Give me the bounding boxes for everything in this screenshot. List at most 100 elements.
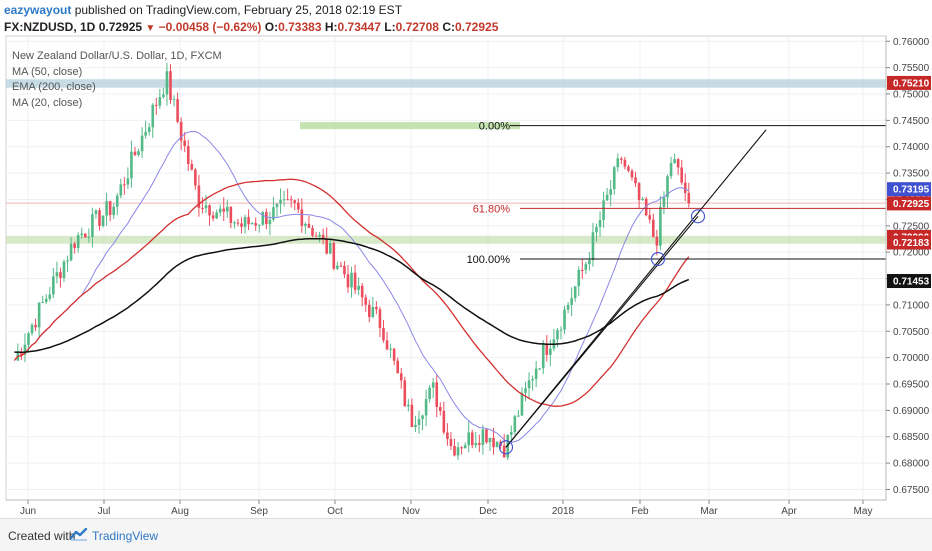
- candle-body: [211, 215, 215, 219]
- candle-body: [566, 304, 570, 310]
- candle-body: [673, 159, 676, 164]
- candle-body: [286, 199, 289, 201]
- candle-body: [385, 340, 389, 350]
- candle-body: [37, 302, 41, 328]
- candle-body: [27, 333, 30, 345]
- candle-body: [318, 234, 321, 237]
- close-value: 0.72925: [454, 20, 499, 34]
- candle-body: [488, 437, 492, 443]
- candle-body: [268, 219, 272, 225]
- candle-body: [133, 151, 137, 156]
- price-tag: [887, 196, 931, 211]
- candle-body: [655, 236, 659, 246]
- price-tag: [887, 182, 931, 197]
- candle-body: [485, 429, 488, 443]
- candle-body: [162, 94, 165, 98]
- candle-body: [275, 203, 279, 208]
- price-tag-label: 0.75210: [893, 78, 930, 89]
- candle-body: [602, 200, 605, 221]
- candle-body: [130, 151, 133, 179]
- candle-body: [595, 226, 598, 233]
- time-tick-label: Jun: [20, 506, 36, 517]
- legend-ma20[interactable]: MA (20, close): [12, 96, 83, 109]
- candle-body: [676, 159, 680, 168]
- candle-body: [307, 223, 311, 228]
- price-tick-label: 0.70000: [893, 353, 930, 364]
- candle-body: [140, 135, 144, 152]
- price-tick-label: 0.70500: [893, 327, 930, 338]
- price-tick-label: 0.67500: [893, 485, 930, 496]
- candle-body: [435, 382, 439, 408]
- candle-body: [545, 343, 549, 355]
- candle-body: [147, 127, 151, 132]
- candle-body: [197, 185, 201, 208]
- candle-body: [531, 379, 534, 381]
- candle-body: [378, 309, 382, 329]
- price-tick-label: 0.68500: [893, 432, 930, 443]
- candle-body: [417, 419, 421, 425]
- price-tag-label: 0.71453: [893, 277, 930, 288]
- candle-body: [470, 432, 474, 446]
- candle-body: [176, 99, 179, 122]
- low-label: L:: [384, 20, 396, 34]
- candle-body: [357, 285, 360, 290]
- price-tag-label: 0.73195: [893, 185, 930, 196]
- candle-body: [424, 399, 428, 416]
- candle-body: [343, 265, 346, 275]
- legend-title: New Zealand Dollar/U.S. Dollar, 1D, FXCM: [12, 50, 222, 62]
- candle-body: [570, 298, 573, 305]
- time-tick-label: Apr: [781, 506, 797, 517]
- candle-body: [194, 169, 197, 186]
- candle-body: [481, 429, 485, 445]
- candle-body: [382, 328, 385, 341]
- candle-body: [332, 242, 336, 269]
- candle-body: [506, 434, 510, 458]
- candle-body: [474, 442, 478, 446]
- candle-body: [407, 404, 410, 407]
- candle-body: [179, 121, 183, 141]
- candle-body: [151, 104, 155, 128]
- price-chart[interactable]: 0.00%61.80%100.00%0.760000.755000.750000…: [0, 0, 932, 518]
- candle-body: [154, 104, 158, 106]
- candle-body: [123, 184, 126, 186]
- candle-body: [325, 238, 328, 254]
- price-tag: [887, 274, 931, 289]
- candle-body: [410, 404, 414, 428]
- candle-body: [360, 285, 364, 298]
- candle-body: [605, 194, 609, 201]
- price-tick-label: 0.72000: [893, 248, 930, 259]
- candle-body: [186, 145, 190, 164]
- fib-label: 100.00%: [467, 254, 511, 266]
- candle-body: [83, 233, 87, 238]
- candle-body: [321, 234, 325, 239]
- ma50-line: [13, 178, 690, 407]
- candle-body: [669, 163, 673, 177]
- candle-body: [76, 235, 80, 248]
- candle-body: [616, 158, 620, 168]
- candle-body: [371, 306, 375, 318]
- candle-body: [392, 348, 396, 361]
- chart-header: eazywayout published on TradingView.com,…: [0, 0, 932, 40]
- candle-body: [105, 201, 108, 216]
- tradingview-brand[interactable]: TradingView: [92, 529, 159, 543]
- price-tick-label: 0.76000: [893, 37, 930, 48]
- candle-body: [240, 223, 243, 227]
- candle-body: [609, 189, 612, 195]
- high-value: 0.73447: [337, 20, 381, 34]
- legend-ema200[interactable]: EMA (200, close): [12, 81, 96, 93]
- candle-body: [623, 159, 627, 167]
- legend-ma50[interactable]: MA (50, close): [12, 65, 83, 78]
- candle-body: [236, 222, 240, 224]
- candle-body: [637, 183, 641, 201]
- candle-body: [399, 373, 403, 381]
- candle-body: [350, 272, 353, 288]
- candle-body: [687, 192, 691, 204]
- candle-body: [588, 260, 591, 265]
- candle-body: [243, 217, 247, 227]
- ema200-line: [14, 237, 690, 353]
- price-change: −0.00458 (−0.62%): [158, 20, 262, 34]
- author-name[interactable]: eazywayout: [4, 3, 72, 17]
- candle-body: [233, 222, 236, 224]
- candle-body: [296, 202, 300, 210]
- candle-body: [311, 227, 314, 236]
